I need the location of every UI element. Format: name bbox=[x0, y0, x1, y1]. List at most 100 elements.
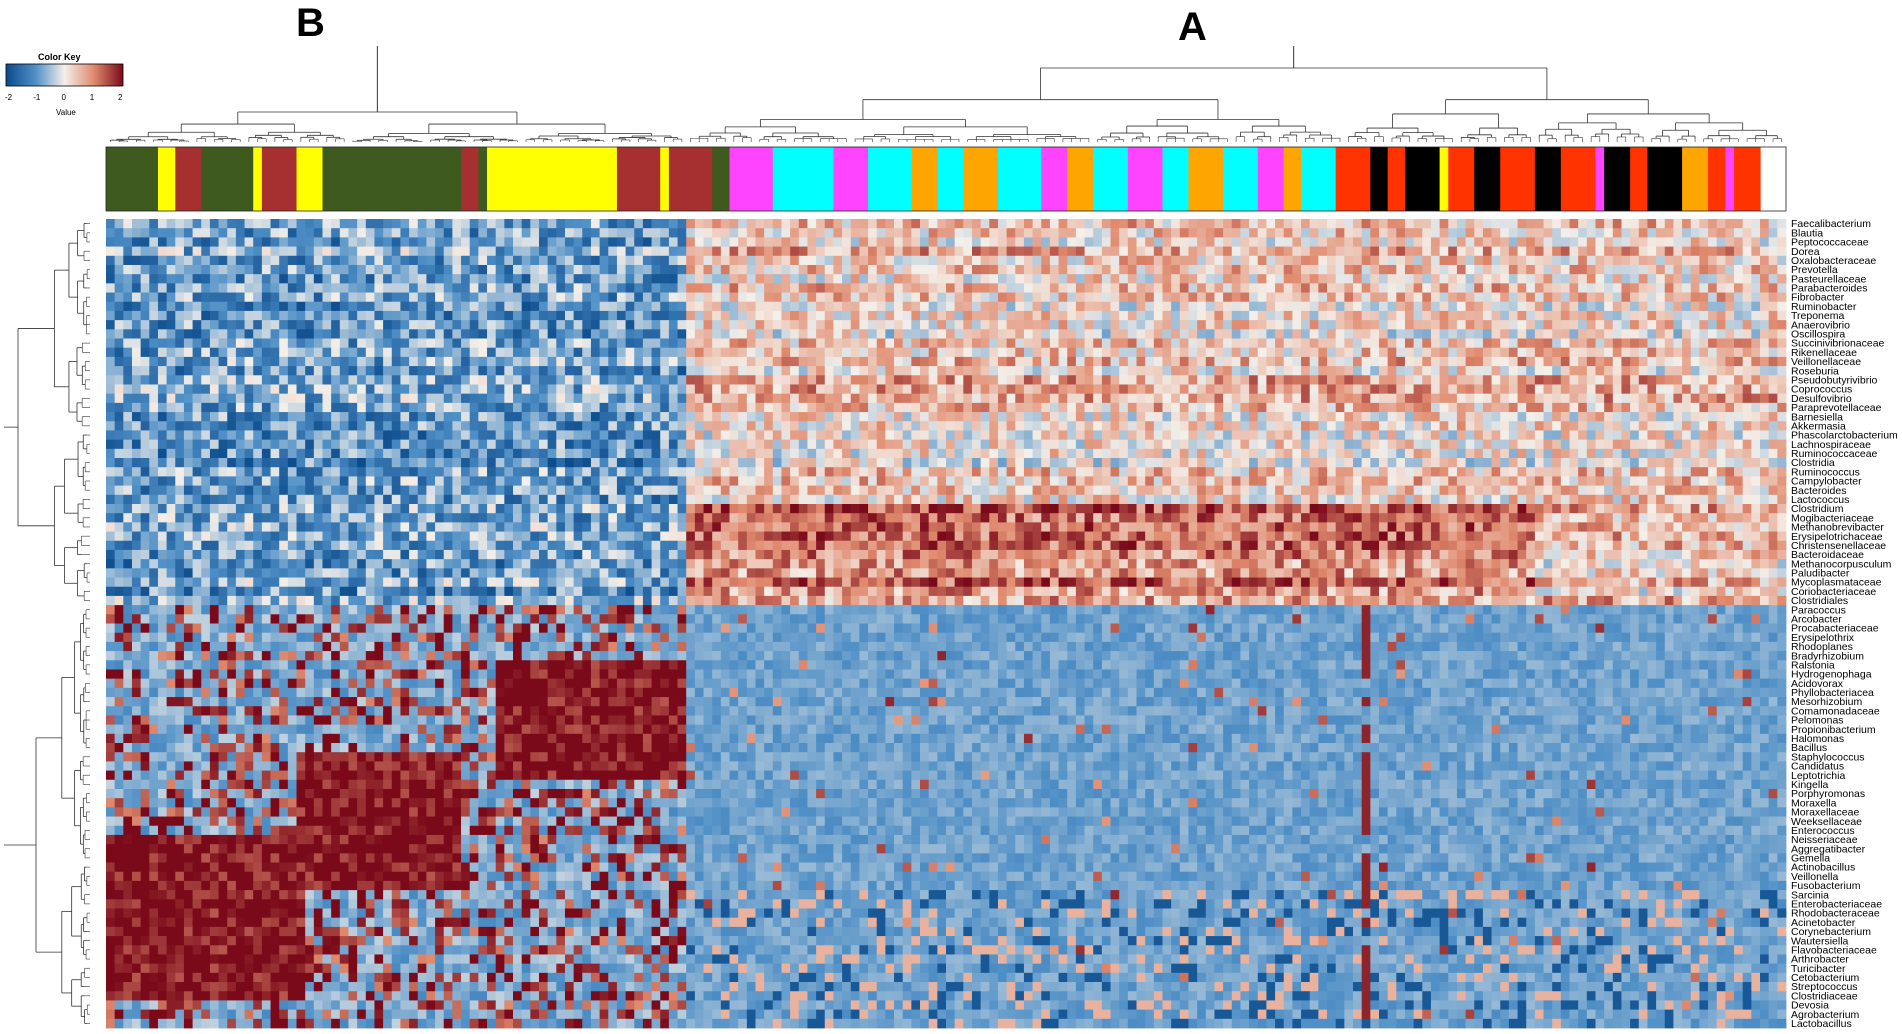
heatmap-cell bbox=[1413, 384, 1423, 395]
heatmap-cell bbox=[1240, 264, 1250, 275]
heatmap-cell bbox=[1586, 283, 1596, 293]
heatmap-cell bbox=[712, 366, 722, 376]
heatmap-cell bbox=[1734, 310, 1744, 321]
heatmap-cell bbox=[885, 246, 895, 257]
heatmap-cell bbox=[1742, 347, 1752, 358]
heatmap-cell bbox=[461, 356, 471, 367]
heatmap-cell bbox=[201, 375, 211, 385]
heatmap-cell bbox=[1188, 274, 1198, 284]
heatmap-cell bbox=[1699, 366, 1709, 376]
heatmap-cell bbox=[1586, 255, 1596, 266]
heatmap-cell bbox=[1465, 402, 1475, 413]
heatmap-cell bbox=[1257, 246, 1267, 257]
heatmap-cell bbox=[833, 292, 843, 303]
heatmap-cell bbox=[1673, 237, 1683, 247]
heatmap-cell bbox=[235, 283, 245, 293]
heatmap-cell bbox=[842, 402, 852, 413]
heatmap-cell bbox=[1673, 264, 1683, 275]
heatmap-cell bbox=[478, 338, 488, 349]
heatmap-cell bbox=[547, 292, 557, 303]
heatmap-cell bbox=[426, 301, 436, 312]
heatmap-cell bbox=[149, 274, 159, 284]
heatmap-cell bbox=[131, 366, 142, 376]
heatmap-cell bbox=[1023, 320, 1033, 330]
heatmap-cell bbox=[1006, 264, 1016, 275]
heatmap-cell bbox=[1292, 228, 1302, 238]
heatmap-cell bbox=[1327, 219, 1337, 229]
heatmap-cell bbox=[1647, 301, 1657, 312]
heatmap-cell bbox=[842, 219, 852, 229]
heatmap-cell bbox=[1578, 393, 1588, 404]
heatmap-cell bbox=[1370, 237, 1380, 247]
heatmap-cell bbox=[1327, 237, 1337, 247]
heatmap-cell bbox=[391, 264, 401, 275]
heatmap-cell bbox=[114, 264, 124, 275]
heatmap-cell bbox=[911, 310, 921, 321]
heatmap-cell bbox=[166, 219, 176, 229]
heatmap-cell bbox=[192, 255, 202, 266]
heatmap-cell bbox=[140, 356, 150, 367]
heatmap-cell bbox=[391, 366, 401, 376]
heatmap-cell bbox=[963, 384, 973, 395]
heatmap-cell bbox=[400, 347, 410, 358]
heatmap-cell bbox=[1656, 393, 1666, 404]
heatmap-cell bbox=[1223, 384, 1233, 395]
heatmap-cell bbox=[920, 301, 930, 312]
heatmap-cell bbox=[521, 338, 531, 349]
heatmap-cell bbox=[694, 347, 704, 358]
heatmap-cell bbox=[166, 393, 176, 404]
heatmap-cell bbox=[1543, 228, 1553, 238]
heatmap-cell bbox=[123, 366, 133, 376]
heatmap-cell bbox=[1214, 375, 1224, 385]
heatmap-cell bbox=[1751, 393, 1761, 404]
heatmap-cell bbox=[1422, 329, 1432, 339]
heatmap-cell bbox=[660, 228, 670, 238]
heatmap-cell bbox=[608, 228, 618, 238]
heatmap-cell bbox=[270, 310, 280, 321]
sample-group-swatch bbox=[1404, 147, 1441, 211]
heatmap-cell bbox=[131, 255, 142, 266]
sample-group-swatch bbox=[1474, 147, 1501, 211]
heatmap-cell bbox=[1301, 393, 1311, 404]
heatmap-cell bbox=[192, 393, 202, 404]
heatmap-cell bbox=[842, 338, 852, 349]
heatmap-cell bbox=[1768, 283, 1778, 293]
heatmap-cell bbox=[781, 274, 791, 284]
heatmap-cell bbox=[218, 246, 228, 257]
heatmap-cell bbox=[1378, 301, 1389, 312]
heatmap-cell bbox=[1656, 320, 1666, 330]
heatmap-cell bbox=[443, 246, 453, 257]
heatmap-cell bbox=[1742, 283, 1752, 293]
heatmap-cell bbox=[677, 320, 687, 330]
heatmap-cell bbox=[1690, 255, 1700, 266]
heatmap-cell bbox=[1448, 347, 1458, 358]
heatmap-cell bbox=[876, 366, 886, 376]
heatmap-cell bbox=[409, 384, 419, 395]
heatmap-cell bbox=[1621, 219, 1631, 229]
heatmap-cell bbox=[1474, 338, 1484, 349]
heatmap-cell bbox=[625, 301, 635, 312]
heatmap-cell bbox=[1214, 329, 1224, 339]
heatmap-cell bbox=[374, 356, 384, 367]
heatmap-cell bbox=[166, 347, 176, 358]
heatmap-cell bbox=[374, 283, 384, 293]
heatmap-cell bbox=[772, 292, 782, 303]
heatmap-cell bbox=[261, 283, 271, 293]
heatmap-cell bbox=[1716, 301, 1726, 312]
heatmap-cell bbox=[1257, 402, 1267, 413]
heatmap-cell bbox=[1136, 264, 1146, 275]
heatmap-cell bbox=[928, 264, 938, 275]
heatmap-cell bbox=[556, 292, 566, 303]
heatmap-cell bbox=[1266, 329, 1276, 339]
heatmap-cell bbox=[729, 264, 739, 275]
heatmap-cell bbox=[149, 219, 159, 229]
heatmap-cell bbox=[920, 255, 930, 266]
heatmap-cell bbox=[1249, 320, 1259, 330]
heatmap-cell bbox=[1656, 402, 1666, 413]
heatmap-cell bbox=[1517, 283, 1527, 293]
heatmap-cell bbox=[426, 347, 436, 358]
heatmap-cell bbox=[1682, 366, 1692, 376]
heatmap-cell bbox=[963, 402, 973, 413]
heatmap-cell bbox=[339, 402, 349, 413]
heatmap-cell bbox=[859, 246, 869, 257]
